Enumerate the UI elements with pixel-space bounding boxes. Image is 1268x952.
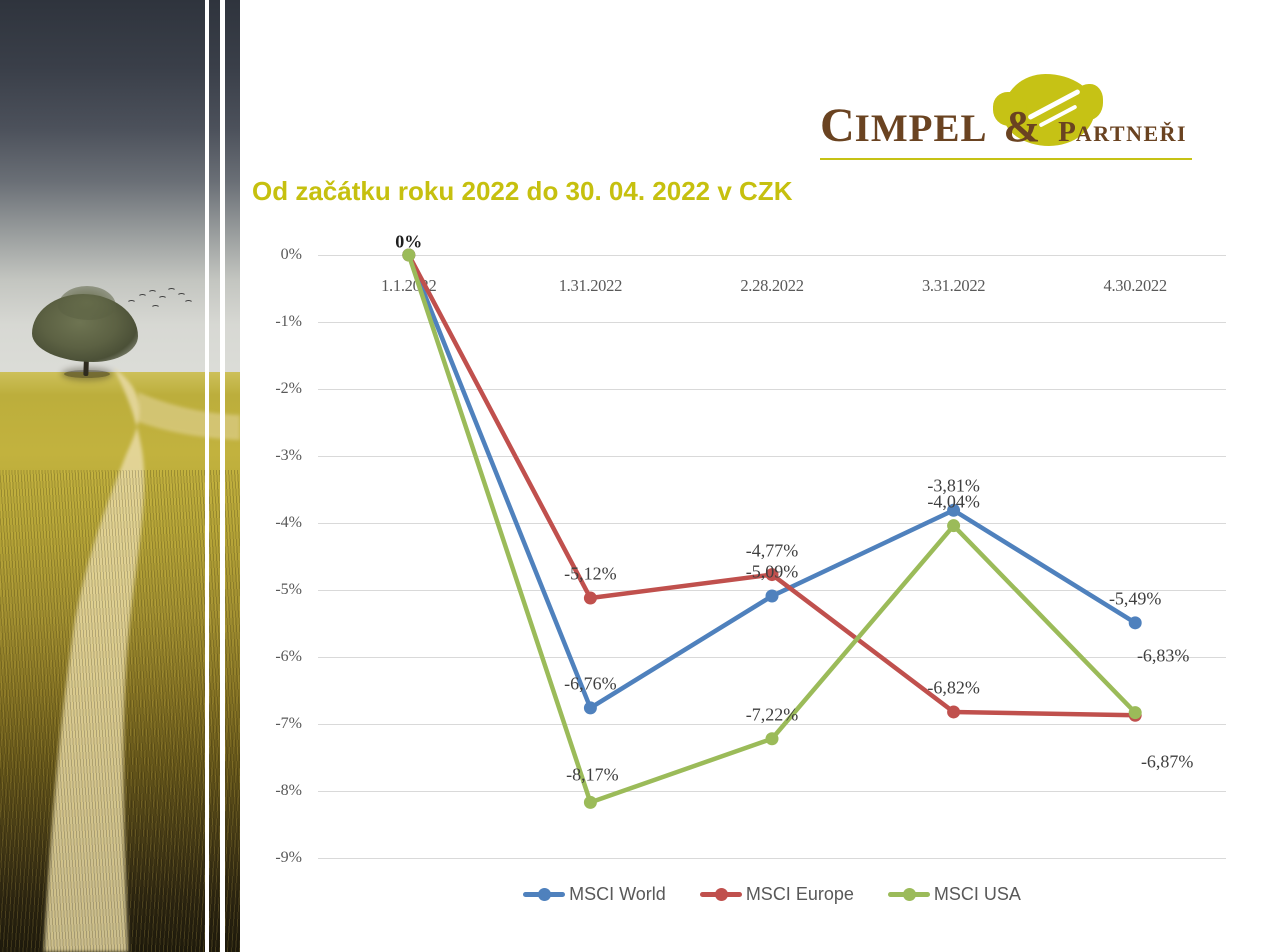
y-axis-tick-label: -1% xyxy=(275,313,302,330)
series-line-msci-europe xyxy=(406,252,1138,718)
gridline xyxy=(318,657,1226,658)
legend-line-marker-icon xyxy=(699,888,742,901)
data-label: -6,83% xyxy=(1136,645,1190,666)
data-point-marker xyxy=(1128,706,1142,720)
data-point-marker xyxy=(1128,616,1142,630)
x-axis-tick-label: 3.31.2022 xyxy=(921,276,986,295)
data-point-marker xyxy=(947,519,961,533)
y-axis-tick-label: -7% xyxy=(275,715,302,732)
x-axis-tick-label: 2.28.2022 xyxy=(740,276,804,295)
y-axis-tick-label: -4% xyxy=(275,514,302,531)
y-axis-tick-label: -3% xyxy=(275,447,302,464)
legend-item-msci-europe: MSCI Europe xyxy=(699,884,854,905)
data-point-marker xyxy=(765,568,779,582)
legend-label: MSCI USA xyxy=(933,884,1021,904)
data-label: -3,81% xyxy=(927,475,980,496)
data-label: -5,09% xyxy=(745,561,799,582)
gridline xyxy=(318,523,1226,524)
legend-label: MSCI World xyxy=(569,884,666,904)
gridline xyxy=(318,456,1226,457)
legend-line-marker-icon xyxy=(523,888,566,901)
y-axis-tick-label: -6% xyxy=(275,648,302,665)
legend-item-msci-world: MSCI World xyxy=(523,884,666,905)
x-axis-tick-label: 4.30.2022 xyxy=(1103,276,1168,295)
data-point-marker xyxy=(402,248,416,262)
y-axis-tick-label: -2% xyxy=(275,380,302,397)
y-axis-tick-label: 0% xyxy=(280,246,302,263)
data-label: -5,12% xyxy=(564,563,617,584)
left-photo-panel xyxy=(0,0,240,952)
data-point-marker xyxy=(765,732,779,746)
data-point-marker xyxy=(583,701,597,715)
data-point-marker xyxy=(583,591,597,605)
y-axis-tick-label: -8% xyxy=(275,782,302,799)
y-axis-tick-label: -5% xyxy=(275,581,302,598)
white-divider-line-2 xyxy=(220,0,225,952)
gridline xyxy=(318,322,1226,323)
data-point-marker xyxy=(947,705,961,719)
chart-legend: MSCI World MSCI Europe MSCI USA xyxy=(318,884,1226,905)
data-label: -6,76% xyxy=(564,673,617,694)
x-axis-tick-label: 1.31.2022 xyxy=(558,276,623,295)
data-label: -4,77% xyxy=(745,540,799,561)
gridline xyxy=(318,724,1226,725)
series-line-msci-world xyxy=(406,252,1138,711)
data-label: -4,04% xyxy=(927,491,980,512)
photo-grass-texture xyxy=(0,470,240,952)
white-divider-line-1 xyxy=(205,0,209,952)
legend-item-msci-usa: MSCI USA xyxy=(887,884,1021,905)
data-label: -5,49% xyxy=(1108,588,1162,609)
logo-name-rest: IMPEL xyxy=(854,107,988,150)
data-point-marker xyxy=(947,503,961,517)
data-label: -6,82% xyxy=(927,677,980,698)
legend-line-marker-icon xyxy=(887,888,930,901)
logo-sub-rest: ARTNEŘI xyxy=(1075,121,1188,146)
tree-crown-highlight xyxy=(58,286,116,320)
photo-dirt-path xyxy=(44,368,240,952)
gridline xyxy=(318,255,1226,256)
slide-title: Od začátku roku 2022 do 30. 04. 2022 v C… xyxy=(252,176,793,206)
y-axis-tick-label: -9% xyxy=(275,849,302,866)
logo-underline xyxy=(820,158,1192,160)
data-point-marker xyxy=(765,589,779,603)
logo-name-initial: C xyxy=(820,99,855,152)
gridline xyxy=(318,791,1226,792)
gridline xyxy=(318,858,1226,859)
logo-ampersand: & xyxy=(1003,102,1041,151)
logo-sub-initial: P xyxy=(1058,116,1076,148)
logo-text: C IMPEL & P ARTNEŘI xyxy=(820,102,1187,150)
data-label: -7,22% xyxy=(745,704,799,725)
data-label: -8,17% xyxy=(566,764,619,785)
data-label: 0% xyxy=(395,231,423,252)
legend-label: MSCI Europe xyxy=(745,884,854,904)
gridline xyxy=(318,389,1226,390)
data-label: -6,87% xyxy=(1140,751,1194,772)
logo-tree-scribble-icon xyxy=(993,74,1103,146)
data-point-marker xyxy=(583,795,597,809)
company-logo: C IMPEL & P ARTNEŘI xyxy=(820,74,1192,160)
